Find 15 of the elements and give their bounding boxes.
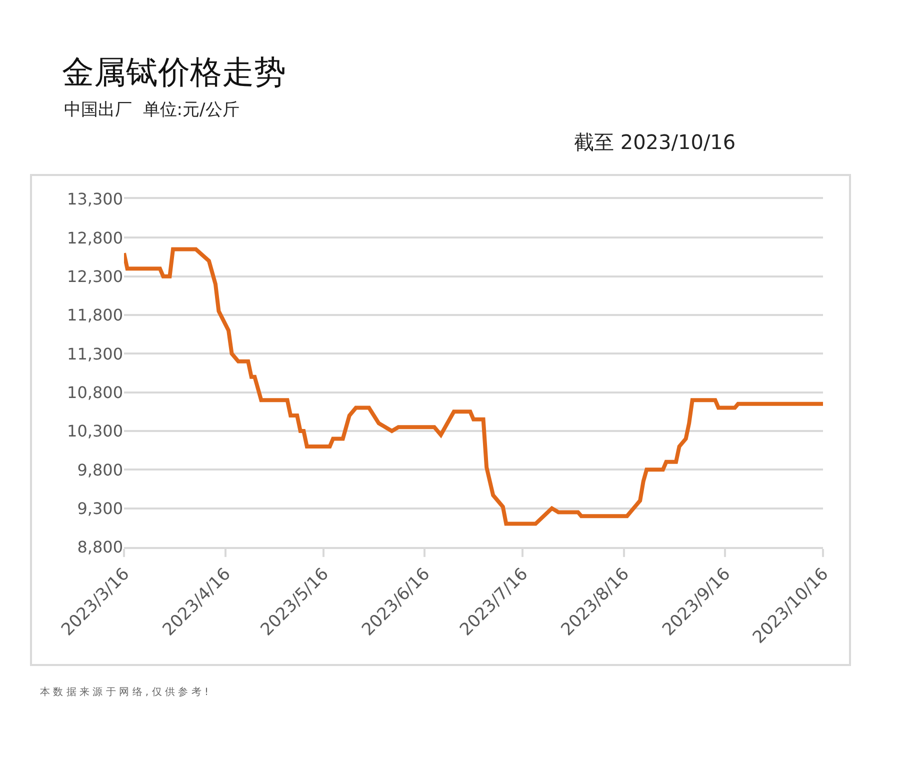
y-tick-label: 8,800 (77, 538, 123, 557)
y-tick-label: 9,300 (77, 498, 123, 518)
y-tick-label: 13,300 (67, 190, 123, 209)
y-tick-label: 12,300 (67, 266, 123, 286)
y-tick-label: 11,800 (67, 306, 123, 325)
y-tick-label: 10,300 (67, 422, 123, 441)
chart-subtitle: 中国出厂 单位:元/公斤 (64, 100, 240, 120)
line-series (124, 247, 823, 526)
y-tick-label: 12,800 (67, 228, 123, 248)
chart-title: 金属铽价格走势 (62, 53, 286, 92)
text: 本 数 据 来 源 于 网 络 , 仅 供 参 考 ! (40, 686, 209, 698)
y-tick-label: 10,800 (67, 382, 123, 402)
y-tick-label: 9,800 (77, 460, 123, 480)
y-tick-label: 11,300 (67, 344, 123, 364)
text: 截至 2023/10/16 (574, 130, 736, 154)
